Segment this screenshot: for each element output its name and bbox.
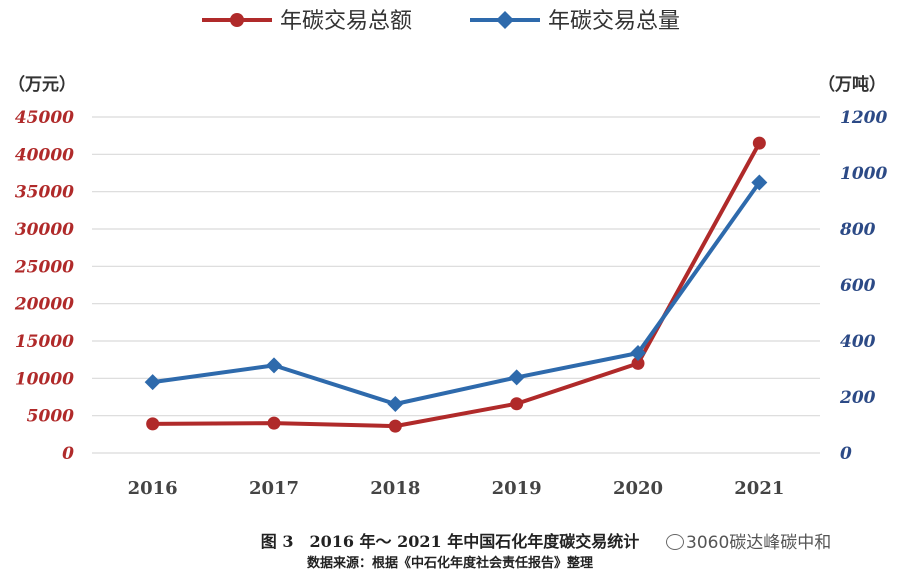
legend-label-volume: 年碳交易总量 [548, 9, 680, 34]
series-line [152, 142, 762, 429]
left-tick-label: 5000 [27, 407, 74, 427]
wechat-icon [666, 534, 684, 550]
data-point [146, 417, 160, 431]
data-point [630, 345, 646, 362]
left-tick-label: 30000 [15, 220, 74, 240]
data-point [510, 397, 524, 411]
legend-item-volume: 年碳交易总量 [470, 9, 680, 34]
x-tick-label: 2020 [613, 478, 663, 499]
x-tick-label: 2017 [249, 478, 299, 499]
x-tick-label: 2019 [492, 478, 542, 499]
data-point [751, 174, 768, 191]
legend-marker-amount [230, 13, 244, 27]
series-volume [144, 174, 768, 412]
left-tick-label: 15000 [15, 332, 74, 352]
left-tick-label: 40000 [15, 145, 74, 165]
data-point [388, 419, 402, 433]
left-axis-unit: （万元） [8, 74, 76, 95]
series-layer [144, 136, 768, 433]
legend-item-amount: 年碳交易总额 [202, 9, 412, 34]
x-tick-label: 2018 [370, 478, 420, 499]
x-axis-ticks: 2016 2017 2018 2019 2020 2021 [128, 478, 785, 499]
left-tick-label: 35000 [15, 183, 74, 203]
left-tick-label: 10000 [15, 369, 74, 389]
watermark: 3060碳达峰碳中和 [662, 528, 836, 553]
right-axis-ticks: 0 200 400 600 800 1000 1200 [839, 108, 887, 464]
data-point [266, 357, 282, 374]
legend-label-amount: 年碳交易总额 [280, 9, 412, 34]
right-axis-unit: （万吨） [818, 74, 886, 95]
left-tick-label: 0 [62, 444, 74, 464]
legend-marker-volume [496, 11, 514, 29]
figure-source: 数据来源：根据《中石化年度社会责任报告》整理 [306, 556, 593, 571]
data-point [752, 136, 766, 150]
left-tick-label: 20000 [14, 295, 74, 315]
series-line [152, 181, 761, 406]
data-point [144, 374, 161, 391]
right-tick-label: 600 [840, 276, 876, 296]
left-tick-label: 25000 [14, 257, 74, 277]
x-tick-label: 2016 [128, 478, 178, 499]
legend: 年碳交易总额 年碳交易总量 [202, 9, 680, 34]
right-tick-label: 400 [840, 332, 876, 352]
right-tick-label: 800 [839, 220, 876, 240]
chart: 0500010000150002000025000300003500040000… [8, 9, 887, 499]
right-tick-label: 1200 [840, 108, 887, 128]
left-tick-label: 45000 [15, 108, 74, 128]
right-tick-label: 1000 [840, 164, 887, 184]
grid [92, 116, 820, 454]
x-tick-label: 2021 [734, 478, 784, 499]
figure-caption: 图 3 2016 年～ 2021 年中国石化年度碳交易统计 [260, 532, 640, 551]
watermark-text: 3060碳达峰碳中和 [686, 533, 832, 553]
right-tick-label: 200 [839, 388, 876, 408]
left-axis-ticks: 0 5000 10000 15000 20000 25000 30000 35000 40000… [14, 108, 74, 464]
right-tick-label: 0 [840, 444, 852, 464]
data-point [508, 369, 525, 386]
series-amount [146, 136, 766, 433]
data-point [267, 416, 281, 430]
data-point [387, 396, 404, 412]
data-point [631, 356, 645, 370]
